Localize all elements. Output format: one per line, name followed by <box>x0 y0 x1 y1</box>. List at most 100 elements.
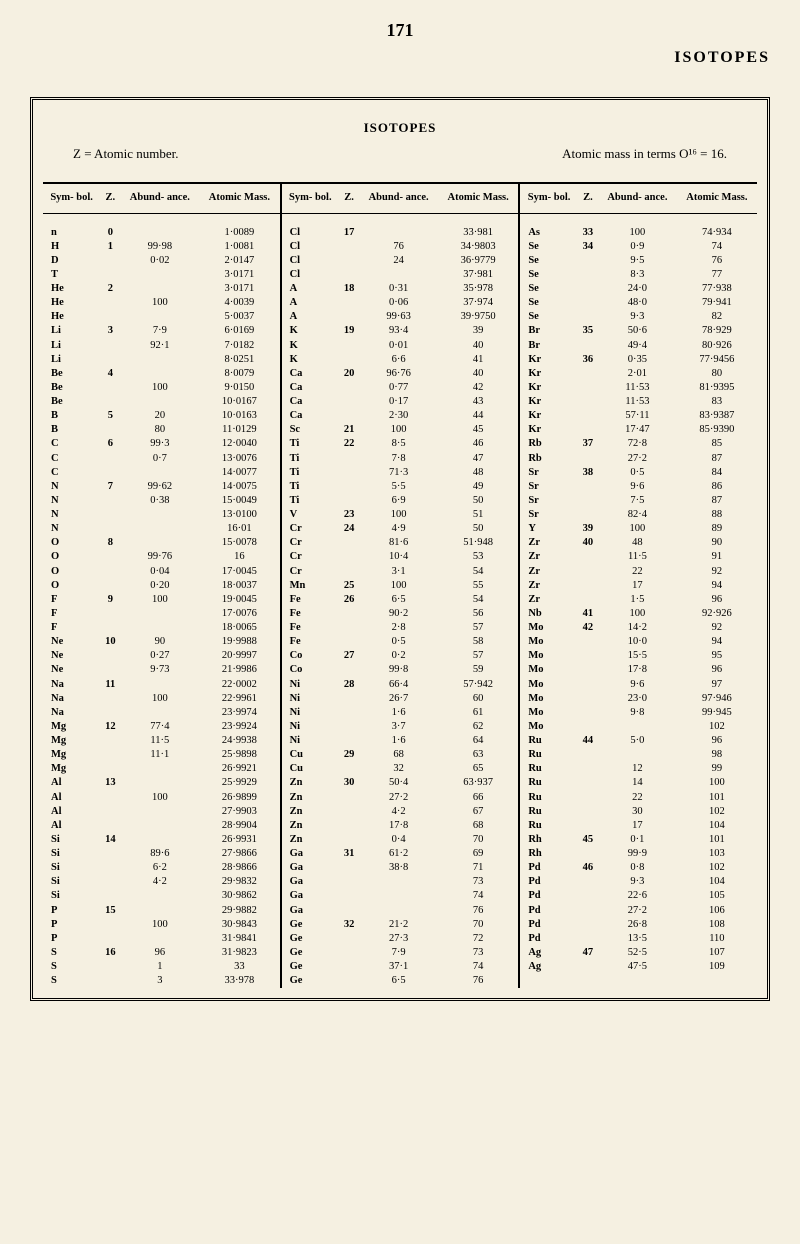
cell: 51·948 <box>438 536 519 550</box>
cell <box>339 352 359 366</box>
cell: 62 <box>438 719 519 733</box>
cell: O <box>43 536 100 550</box>
cell: Fe <box>281 635 339 649</box>
table-row: B52010·0163Ca2·3044Kr57·1183·9387 <box>43 409 757 423</box>
cell <box>100 508 120 522</box>
cell: 26 <box>339 592 359 606</box>
cell <box>339 663 359 677</box>
cell: 41 <box>578 606 598 620</box>
cell: 51 <box>438 508 519 522</box>
cell <box>359 903 438 917</box>
cell <box>339 253 359 267</box>
cell: Mo <box>519 663 577 677</box>
table-row: Al27·9903Zn4·267Ru30102 <box>43 804 757 818</box>
table-row: O815·0078Cr81·651·948Zr404890 <box>43 536 757 550</box>
table-row: N799·6214·0075Ti5·549Sr9·686 <box>43 479 757 493</box>
cell: 76 <box>677 253 757 267</box>
cell: 21·2 <box>359 917 438 931</box>
cell: 50·4 <box>359 776 438 790</box>
table-row: F910019·0045Fe266·554Zr1·596 <box>43 592 757 606</box>
cell: Sr <box>519 479 577 493</box>
cell: 89·6 <box>120 847 199 861</box>
cell: Cu <box>281 748 339 762</box>
cell: 71 <box>438 861 519 875</box>
cell: 71·3 <box>359 465 438 479</box>
cell: 24 <box>339 522 359 536</box>
cell: 30·9862 <box>199 889 280 903</box>
cell: 100 <box>120 691 199 705</box>
table-row: Ne0·2720·9997Co270·257Mo15·595 <box>43 649 757 663</box>
table-row: Ne9·7321·9986Co99·859Mo17·896 <box>43 663 757 677</box>
cell: 8·0079 <box>199 366 280 380</box>
cell <box>339 903 359 917</box>
cell: Zr <box>519 564 577 578</box>
cell: 94 <box>677 578 757 592</box>
cell <box>578 635 598 649</box>
cell: 84 <box>677 465 757 479</box>
cell: 2·8 <box>359 621 438 635</box>
cell: Li <box>43 324 100 338</box>
cell <box>578 310 598 324</box>
cell: 4·0039 <box>199 296 280 310</box>
cell: 4·9 <box>359 522 438 536</box>
cell <box>578 592 598 606</box>
cell <box>120 931 199 945</box>
table-row: Mg26·9921Cu3265Ru1299 <box>43 762 757 776</box>
cell: 72·8 <box>598 437 677 451</box>
cell: 82·4 <box>598 508 677 522</box>
cell: 27·9903 <box>199 804 280 818</box>
cell: 0·5 <box>598 465 677 479</box>
cell <box>100 423 120 437</box>
cell: 86 <box>677 479 757 493</box>
cell: 30 <box>598 804 677 818</box>
cell: Rh <box>519 847 577 861</box>
cell: Sr <box>519 493 577 507</box>
cell <box>578 691 598 705</box>
cell: Li <box>43 338 100 352</box>
cell: 3·7 <box>359 719 438 733</box>
cell <box>578 395 598 409</box>
cell: 80 <box>677 366 757 380</box>
cell: 82 <box>677 310 757 324</box>
cell: 42 <box>438 380 519 394</box>
cell: Ti <box>281 451 339 465</box>
cell: 0·35 <box>598 352 677 366</box>
cell <box>339 395 359 409</box>
cell: 0·7 <box>120 451 199 465</box>
cell: 100 <box>120 917 199 931</box>
cell <box>120 282 199 296</box>
cell: 11·1 <box>120 748 199 762</box>
cell: 8 <box>100 536 120 550</box>
cell: Mg <box>43 762 100 776</box>
cell: 95 <box>677 649 757 663</box>
cell: 0·4 <box>359 832 438 846</box>
cell: Mg <box>43 748 100 762</box>
cell: Se <box>519 267 577 281</box>
cell: Ni <box>281 677 339 691</box>
cell: 6·2 <box>120 861 199 875</box>
cell: 19·9988 <box>199 635 280 649</box>
table-row: P1529·9882Ga76Pd27·2106 <box>43 903 757 917</box>
cell <box>120 465 199 479</box>
cell <box>120 818 199 832</box>
cell: Na <box>43 677 100 691</box>
table-row: Na23·9974Ni1·661Mo9·899·945 <box>43 705 757 719</box>
cell: 79·941 <box>677 296 757 310</box>
table-row: Li8·0251K6·641Kr360·3577·9456 <box>43 352 757 366</box>
cell <box>578 974 598 988</box>
cell <box>578 663 598 677</box>
cell: 39 <box>578 522 598 536</box>
cell <box>120 762 199 776</box>
cell: A <box>281 310 339 324</box>
cell: 100 <box>598 606 677 620</box>
cell: 6·5 <box>359 592 438 606</box>
cell <box>100 649 120 663</box>
cell: B <box>43 423 100 437</box>
cell: 34·9803 <box>438 239 519 253</box>
cell: 46 <box>438 437 519 451</box>
cell <box>339 536 359 550</box>
cell: 96 <box>677 592 757 606</box>
cell: Ge <box>281 931 339 945</box>
cell: 0·38 <box>120 493 199 507</box>
cell: 99·76 <box>120 550 199 564</box>
